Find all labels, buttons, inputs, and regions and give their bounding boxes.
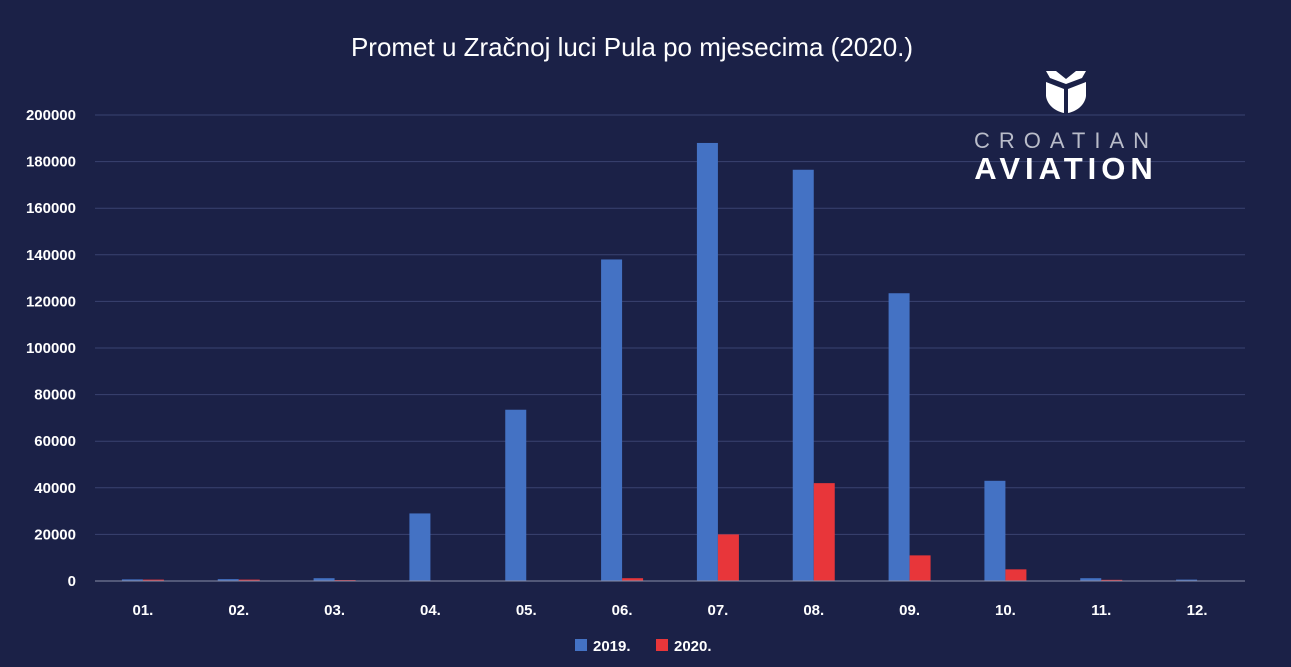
chart-title: Promet u Zračnoj luci Pula po mjesecima … [351,32,913,62]
bar-2020-01 [142,579,164,581]
bar-2020-10 [1005,569,1027,581]
x-tick-label: 08. [803,602,824,619]
bar-2019-01 [121,579,143,581]
bar-2019-12 [1176,579,1198,581]
shield-plane-icon [1046,71,1086,113]
legend-swatch-2020 [656,639,668,651]
bars [121,142,1198,581]
x-tick-label: 02. [228,602,249,619]
x-tick-label: 07. [707,602,728,619]
y-tick-label: 180000 [26,154,76,171]
y-tick-label: 140000 [26,247,76,264]
y-tick-label: 120000 [26,293,76,310]
y-axis-ticks: 0 20000 40000 60000 80000 100000 120000 140000 1… [26,107,76,590]
legend: 2019. 2020. [575,638,712,655]
bar-2019-05 [505,409,527,581]
bar-2019-09 [888,293,910,581]
x-axis-ticks: 01. 02. 03. 04. 05. 06. 07. 08. 09. 10. 11. 12. [132,602,1207,619]
y-tick-label: 60000 [34,433,76,450]
x-tick-label: 05. [516,602,537,619]
logo-line2: AVIATION [974,151,1158,186]
y-tick-label: 100000 [26,340,76,357]
croatian-aviation-logo: CROATIAN AVIATION [974,71,1158,186]
bar-2020-02 [238,579,260,581]
bar-2020-11 [1101,579,1123,581]
bar-2020-06 [622,578,644,581]
x-tick-label: 03. [324,602,345,619]
y-tick-label: 0 [68,573,76,590]
legend-label-2019: 2019. [593,638,631,655]
bar-2020-08 [813,483,835,581]
y-tick-label: 20000 [34,526,76,543]
bar-2020-09 [909,555,931,581]
x-tick-label: 11. [1091,602,1111,619]
legend-label-2020: 2020. [674,638,712,655]
bar-2020-07 [717,534,739,581]
x-tick-label: 10. [995,602,1016,619]
y-tick-label: 200000 [26,107,76,124]
legend-swatch-2019 [575,639,587,651]
bar-2019-04 [409,513,431,581]
y-tick-label: 160000 [26,200,76,217]
bar-2019-03 [313,578,335,581]
y-tick-label: 80000 [34,387,76,404]
gridlines [95,114,1245,535]
x-tick-label: 12. [1187,602,1208,619]
x-tick-label: 09. [899,602,920,619]
x-tick-label: 01. [132,602,153,619]
bar-2019-08 [792,169,814,581]
logo-line1: CROATIAN [974,128,1158,153]
y-tick-label: 40000 [34,480,76,497]
x-tick-label: 04. [420,602,441,619]
bar-2019-11 [1080,578,1102,581]
x-tick-label: 06. [612,602,633,619]
bar-2019-02 [217,579,239,581]
bar-2019-10 [984,480,1006,581]
bar-2019-07 [696,142,718,581]
bar-2019-06 [601,259,623,581]
